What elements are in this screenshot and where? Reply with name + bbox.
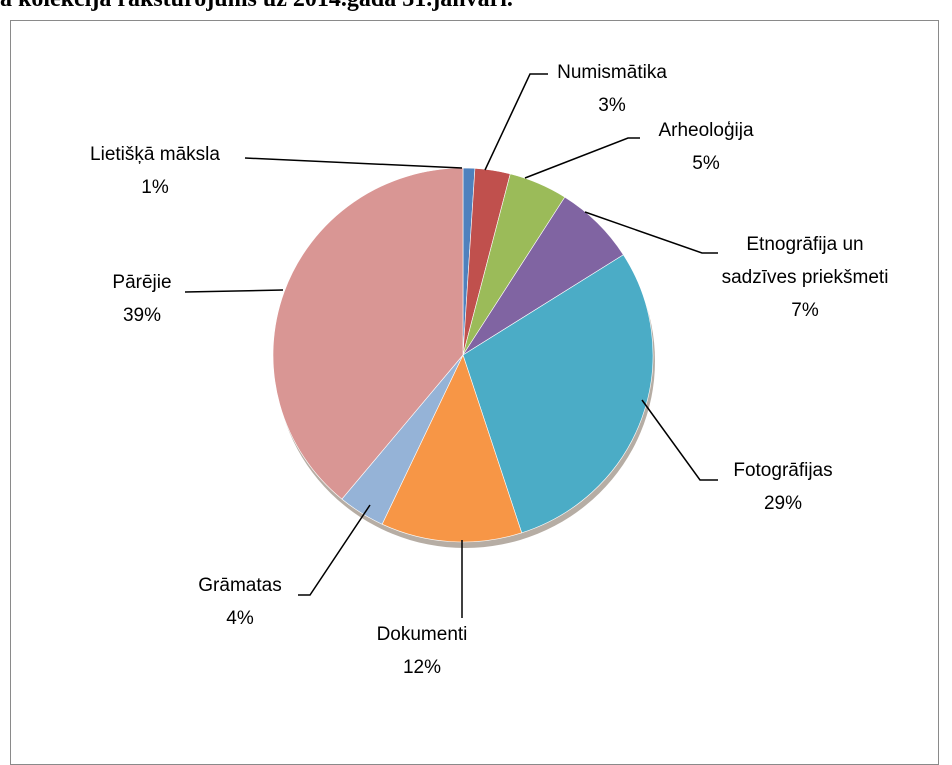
leader-line: [524, 137, 640, 179]
slice-value-label: 1%: [141, 177, 169, 198]
leader-line: [484, 73, 548, 171]
slice-label: Etnogrāfija un sadzīves priekšmeti: [721, 234, 889, 288]
leader-line: [184, 289, 284, 293]
chart-title: a kolekcija raksturojums uz 2014.gada 31…: [0, 0, 513, 13]
slice-value-label: 7%: [791, 300, 819, 321]
pie-slice: [462, 254, 654, 534]
pie-slice: [272, 167, 464, 500]
slice-value-label: 4%: [226, 608, 254, 629]
slice-value-label: 39%: [122, 305, 162, 326]
leader-line: [244, 157, 463, 169]
pie-slice: [381, 354, 523, 543]
leader-line: [584, 211, 718, 254]
slice-value-label: 12%: [402, 657, 442, 678]
slice-label: Lietišķā māksla: [90, 144, 220, 165]
slice-label: Arheoloģija: [658, 120, 754, 141]
slice-label: Numismātika: [557, 62, 667, 83]
leader-line: [641, 399, 718, 481]
slice-label: Fotogrāfijas: [733, 460, 833, 481]
slice-label: Pārējie: [112, 272, 172, 293]
slice-label: Grāmatas: [198, 575, 282, 596]
slice-value-label: 3%: [598, 95, 626, 116]
leader-line: [298, 504, 371, 596]
slice-label: Dokumenti: [376, 624, 468, 645]
slice-value-label: 5%: [692, 153, 720, 174]
slice-value-label: 29%: [763, 493, 803, 514]
